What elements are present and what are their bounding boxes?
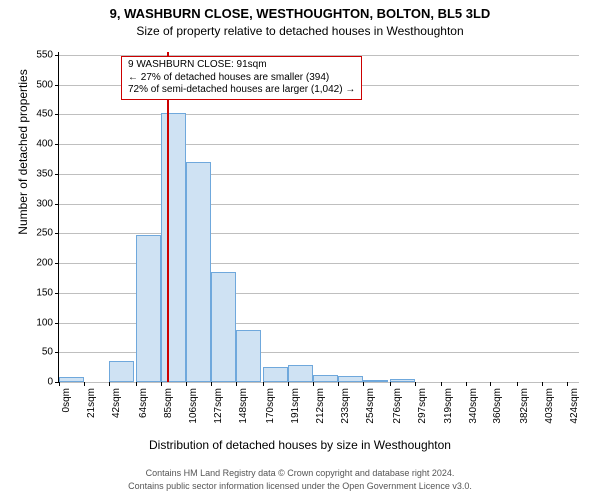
bar: [59, 377, 84, 382]
y-tick-label: 350: [36, 168, 59, 179]
x-tick-mark: [211, 382, 212, 386]
y-tick-label: 400: [36, 139, 59, 150]
bar: [136, 235, 161, 382]
x-tick-label: 276sqm: [390, 388, 403, 424]
x-tick-mark: [542, 382, 543, 386]
y-tick-label: 550: [36, 49, 59, 60]
x-tick-label: 254sqm: [363, 388, 376, 424]
x-tick-mark: [390, 382, 391, 386]
x-tick-label: 191sqm: [288, 388, 301, 424]
bar: [236, 330, 261, 382]
x-tick-mark: [136, 382, 137, 386]
x-tick-label: 403sqm: [542, 388, 555, 424]
x-tick-label: 42sqm: [109, 388, 122, 418]
x-tick-mark: [517, 382, 518, 386]
x-tick-mark: [236, 382, 237, 386]
x-tick-mark: [84, 382, 85, 386]
bar: [338, 376, 363, 382]
x-tick-mark: [363, 382, 364, 386]
x-tick-label: 233sqm: [338, 388, 351, 424]
y-tick-label: 150: [36, 287, 59, 298]
x-axis-label: Distribution of detached houses by size …: [0, 438, 600, 452]
annotation-line2: ← 27% of detached houses are smaller (39…: [128, 72, 355, 85]
annotation-line1: 9 WASHBURN CLOSE: 91sqm: [128, 59, 355, 72]
y-tick-label: 300: [36, 198, 59, 209]
annotation-box: 9 WASHBURN CLOSE: 91sqm ← 27% of detache…: [121, 56, 362, 100]
bar: [186, 162, 211, 382]
gridline: [59, 204, 579, 205]
x-tick-label: 148sqm: [236, 388, 249, 424]
x-tick-mark: [441, 382, 442, 386]
gridline: [59, 114, 579, 115]
x-tick-label: 212sqm: [313, 388, 326, 424]
y-tick-label: 50: [42, 347, 59, 358]
bar: [161, 113, 186, 382]
gridline: [59, 144, 579, 145]
x-tick-label: 360sqm: [490, 388, 503, 424]
bar: [288, 365, 313, 382]
bar: [313, 375, 338, 382]
gridline: [59, 174, 579, 175]
y-axis-label: Number of detached properties: [16, 0, 30, 317]
bar: [211, 272, 236, 382]
chart-title: 9, WASHBURN CLOSE, WESTHOUGHTON, BOLTON,…: [0, 6, 600, 21]
x-tick-mark: [186, 382, 187, 386]
y-tick-label: 200: [36, 258, 59, 269]
x-tick-label: 106sqm: [186, 388, 199, 424]
x-tick-label: 21sqm: [84, 388, 97, 418]
gridline: [59, 382, 579, 383]
annotation-line3: 72% of semi-detached houses are larger (…: [128, 84, 355, 97]
reference-line: [167, 52, 169, 382]
x-tick-label: 127sqm: [211, 388, 224, 424]
x-tick-mark: [109, 382, 110, 386]
x-tick-mark: [59, 382, 60, 386]
x-tick-label: 424sqm: [567, 388, 580, 424]
y-tick-label: 100: [36, 317, 59, 328]
x-tick-label: 340sqm: [466, 388, 479, 424]
x-tick-mark: [161, 382, 162, 386]
bar: [263, 367, 288, 382]
x-tick-mark: [288, 382, 289, 386]
x-tick-mark: [567, 382, 568, 386]
bar: [363, 380, 388, 382]
x-tick-label: 64sqm: [136, 388, 149, 418]
plot-area: 0501001502002503003504004505005500sqm21s…: [58, 52, 579, 383]
footer-line1: Contains HM Land Registry data © Crown c…: [0, 468, 600, 478]
y-tick-label: 500: [36, 79, 59, 90]
x-tick-label: 170sqm: [263, 388, 276, 424]
x-tick-label: 297sqm: [415, 388, 428, 424]
x-tick-mark: [313, 382, 314, 386]
y-tick-label: 450: [36, 109, 59, 120]
x-tick-label: 382sqm: [517, 388, 530, 424]
footer-line2: Contains public sector information licen…: [0, 481, 600, 491]
x-tick-mark: [263, 382, 264, 386]
x-tick-label: 85sqm: [161, 388, 174, 418]
y-tick-label: 0: [47, 377, 59, 388]
x-tick-label: 0sqm: [59, 388, 72, 412]
x-tick-mark: [338, 382, 339, 386]
bar: [109, 361, 134, 382]
x-tick-mark: [490, 382, 491, 386]
bar: [390, 379, 415, 382]
x-tick-mark: [415, 382, 416, 386]
chart-container: { "title": { "line1": "9, WASHBURN CLOSE…: [0, 0, 600, 500]
y-tick-label: 250: [36, 228, 59, 239]
x-tick-mark: [466, 382, 467, 386]
x-tick-label: 319sqm: [441, 388, 454, 424]
chart-subtitle: Size of property relative to detached ho…: [0, 24, 600, 38]
